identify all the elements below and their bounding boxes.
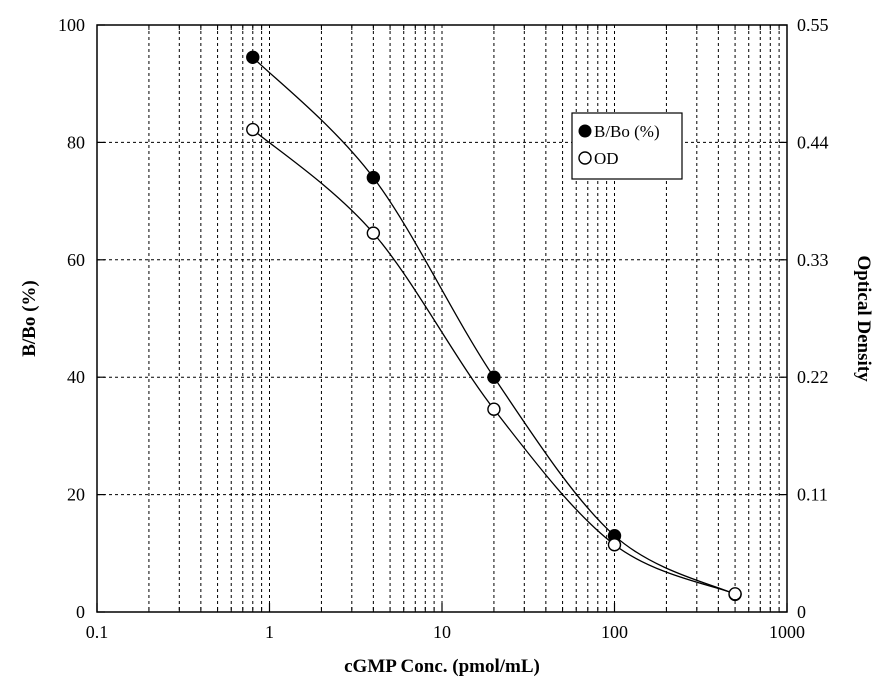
data-point-od — [366, 226, 381, 240]
legend: B/Bo (%) OD — [571, 112, 683, 180]
y-left-tick-label: 80 — [67, 132, 85, 152]
y-right-tick-label: 0.55 — [797, 15, 829, 35]
grid-lines — [97, 25, 787, 612]
data-point-bbo — [366, 170, 381, 185]
legend-marker-open-circle — [578, 151, 592, 165]
y-right-tick-label: 0.33 — [797, 250, 829, 270]
y-right-tick-label: 0 — [797, 602, 806, 622]
y-right-tick-label: 0.44 — [797, 132, 829, 152]
y-left-tick-label: 0 — [76, 602, 85, 622]
y-right-tick-label: 0.22 — [797, 367, 829, 387]
y-left-tick-label: 40 — [67, 367, 85, 387]
data-point-od — [728, 587, 742, 601]
y-right-tick-label: 0.11 — [797, 485, 828, 505]
legend-box — [571, 112, 683, 180]
y-left-tick-label: 20 — [67, 485, 85, 505]
x-tick-label: 10 — [433, 622, 451, 642]
y-left-tick-label: 60 — [67, 250, 85, 270]
y-axis-label-right: Optical Density — [853, 255, 874, 382]
series-markers — [246, 50, 742, 602]
legend-marker-filled-circle — [578, 124, 592, 138]
x-tick-label: 100 — [601, 622, 628, 642]
x-tick-label: 0.1 — [86, 622, 109, 642]
legend-label-od: OD — [594, 149, 619, 168]
x-tick-label: 1000 — [769, 622, 805, 642]
y-left-tick-label: 100 — [58, 15, 85, 35]
data-point-od — [246, 122, 260, 137]
data-point-bbo — [246, 50, 260, 64]
legend-label-bbo: B/Bo (%) — [594, 122, 660, 141]
series-line-bbo — [252, 56, 736, 595]
data-point-bbo — [487, 370, 501, 384]
data-point-od — [607, 538, 622, 552]
y-axis-label-left: B/Bo (%) — [19, 280, 40, 357]
data-point-od — [487, 402, 501, 416]
x-tick-label: 1 — [265, 622, 274, 642]
x-axis-label: cGMP Conc. (pmol/mL) — [344, 656, 540, 677]
